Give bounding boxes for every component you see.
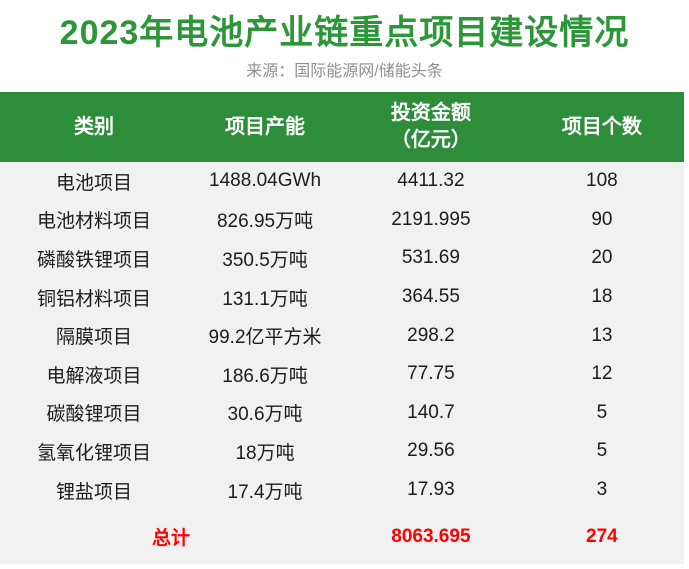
investment-cell: 4411.32 — [397, 170, 465, 192]
capacity-cell: 18万吨 — [235, 442, 295, 464]
capacity-cell: 350.5万吨 — [222, 249, 308, 271]
category-cell: 隔膜项目 — [56, 327, 133, 349]
table-header-row: 类别 项目产能 投资金额 （亿元） 项目个数 — [0, 92, 684, 162]
table-row: 电解液项目 186.6万吨 77.75 12 — [0, 355, 684, 394]
category-cell: 电解液项目 — [46, 365, 142, 387]
total-investment-value: 8063.695 — [391, 525, 471, 547]
table-row: 氢氧化锂项目 18万吨 29.56 5 — [0, 432, 684, 471]
table-row: 磷酸铁锂项目 350.5万吨 531.69 20 — [0, 239, 684, 278]
projects-table: 类别 项目产能 投资金额 （亿元） 项目个数 电池项目 1488.04GWh 4411.3… — [0, 92, 684, 564]
col-header-investment: 投资金额 （亿元） — [390, 102, 471, 151]
category-cell: 铜铝材料项目 — [37, 288, 152, 310]
category-cell: 电池材料项目 — [37, 211, 152, 233]
investment-cell: 29.56 — [407, 440, 455, 462]
count-cell: 20 — [591, 247, 613, 269]
table-total-row: 总计 8063.695 274 — [0, 509, 684, 564]
source-value: 国际能源网/储能头条 — [294, 63, 443, 80]
category-cell: 氢氧化锂项目 — [37, 442, 152, 464]
table-row: 锂盐项目 17.4万吨 17.93 3 — [0, 471, 684, 510]
total-label: 总计 — [151, 528, 190, 550]
investment-cell: 298.2 — [407, 324, 455, 346]
capacity-cell: 131.1万吨 — [222, 288, 308, 310]
source-line: 来源：国际能源网/储能头条 — [0, 59, 689, 92]
source-label: 来源： — [246, 63, 295, 80]
investment-cell: 531.69 — [401, 247, 460, 269]
category-cell: 磷酸铁锂项目 — [37, 249, 152, 271]
capacity-cell: 30.6万吨 — [227, 404, 303, 426]
col-header-count: 项目个数 — [561, 115, 642, 138]
col-header-category: 类别 — [74, 115, 115, 138]
capacity-cell: 1488.04GWh — [209, 170, 322, 192]
table-row: 电池项目 1488.04GWh 4411.32 108 — [0, 162, 684, 201]
investment-cell: 2191.995 — [391, 208, 471, 230]
page-title: 2023年电池产业链重点项目建设情况 — [59, 14, 630, 52]
capacity-cell: 186.6万吨 — [222, 365, 308, 387]
capacity-cell: 17.4万吨 — [227, 481, 303, 503]
investment-cell: 364.55 — [401, 286, 460, 308]
investment-cell: 140.7 — [407, 401, 455, 423]
count-cell: 5 — [596, 440, 608, 462]
category-cell: 锂盐项目 — [56, 481, 133, 503]
total-count-value: 274 — [586, 525, 618, 547]
col-header-capacity: 项目产能 — [225, 115, 306, 138]
investment-cell: 77.75 — [407, 363, 455, 385]
category-cell: 电池项目 — [56, 172, 133, 194]
count-cell: 3 — [596, 479, 608, 501]
count-cell: 12 — [591, 363, 613, 385]
count-cell: 13 — [591, 324, 613, 346]
table-row: 电池材料项目 826.95万吨 2191.995 90 — [0, 201, 684, 240]
capacity-cell: 826.95万吨 — [216, 211, 314, 233]
table-body: 电池项目 1488.04GWh 4411.32 108 电池材料项目 826.95万吨 21… — [0, 162, 684, 564]
count-cell: 18 — [591, 286, 613, 308]
table-row: 隔膜项目 99.2亿平方米 298.2 13 — [0, 316, 684, 355]
count-cell: 5 — [596, 401, 608, 423]
table-row: 碳酸锂项目 30.6万吨 140.7 5 — [0, 394, 684, 433]
capacity-cell: 99.2亿平方米 — [208, 327, 322, 349]
table-row: 铜铝材料项目 131.1万吨 364.55 18 — [0, 278, 684, 317]
count-cell: 90 — [591, 208, 613, 230]
investment-cell: 17.93 — [407, 479, 455, 501]
count-cell: 108 — [586, 170, 618, 192]
category-cell: 碳酸锂项目 — [46, 404, 142, 426]
